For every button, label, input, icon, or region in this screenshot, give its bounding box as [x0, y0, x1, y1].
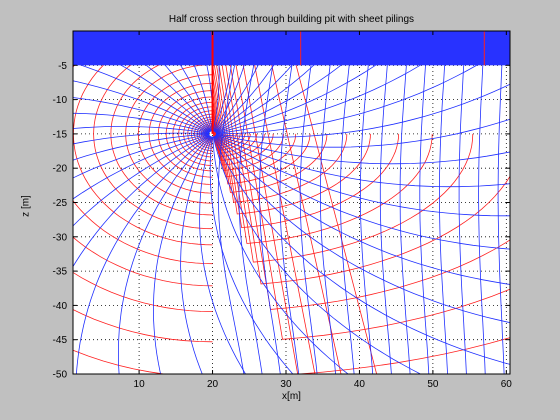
- x-tick-label: 60: [501, 379, 513, 390]
- y-tick-label: -20: [53, 164, 68, 175]
- streamline: [118, 135, 211, 374]
- streamline: [73, 134, 210, 200]
- streamline: [73, 41, 211, 132]
- streamline: [180, 136, 212, 374]
- y-tick-label: -45: [53, 335, 68, 346]
- y-tick-label: -30: [53, 232, 68, 243]
- streamline: [199, 136, 246, 374]
- y-tick-label: -15: [53, 129, 68, 140]
- x-axis-label: x[m]: [282, 391, 301, 402]
- streamline: [320, 65, 336, 374]
- streamline: [215, 134, 510, 165]
- streamline: [214, 135, 510, 250]
- potential-line: [178, 106, 265, 162]
- streamline: [212, 136, 422, 374]
- streamline: [177, 31, 213, 132]
- streamline: [73, 134, 210, 179]
- streamline: [339, 65, 355, 374]
- potential-line: [172, 101, 274, 166]
- streamline: [238, 65, 263, 374]
- axes-box: [72, 30, 511, 375]
- y-axis-label: z [m]: [20, 195, 32, 217]
- streamline: [73, 80, 210, 133]
- y-tick-label: -40: [53, 301, 68, 312]
- streamline: [209, 136, 294, 374]
- streamline: [212, 31, 220, 132]
- potential-line: [73, 31, 510, 287]
- streamline: [214, 31, 319, 133]
- streamline: [214, 31, 295, 133]
- streamline: [73, 135, 210, 268]
- x-tick-label: 20: [207, 379, 219, 390]
- streamline: [96, 31, 212, 132]
- axes-ticks: 10 20 30 40 50 60 -5 -10 -15 -20 -25 -30 -35 -40 -45 -5…: [53, 31, 513, 390]
- streamline: [215, 118, 510, 148]
- streamline: [279, 65, 300, 374]
- streamline: [213, 136, 510, 365]
- streamline: [129, 31, 212, 132]
- x-tick-label: 30: [280, 379, 292, 390]
- streamline: [73, 133, 210, 161]
- streamline: [213, 31, 253, 132]
- streamline: [214, 31, 273, 132]
- streamline: [153, 136, 212, 374]
- streamline: [419, 65, 430, 374]
- y-tick-label: -35: [53, 267, 68, 278]
- streamline: [458, 65, 467, 374]
- streamline: [215, 83, 510, 138]
- streamline: [73, 62, 211, 133]
- streamline: [155, 31, 213, 132]
- potential-line: [157, 90, 297, 178]
- streamline: [73, 97, 210, 133]
- streamline: [212, 136, 349, 374]
- streamline: [215, 43, 510, 135]
- y-tick-label: -10: [53, 95, 68, 106]
- streamline: [299, 65, 318, 374]
- y-tick-label: -50: [53, 370, 68, 381]
- streamline: [215, 31, 381, 134]
- streamline: [73, 112, 210, 134]
- streamline: [213, 31, 235, 132]
- potential-line: [125, 64, 348, 204]
- streamline: [439, 65, 448, 374]
- streamline: [214, 135, 510, 217]
- streamline: [214, 135, 510, 285]
- streamline: [215, 134, 510, 188]
- streamline: [478, 65, 486, 374]
- streamline: [259, 65, 281, 374]
- streamline: [399, 65, 411, 374]
- potential-line: [110, 52, 371, 216]
- streamline: [73, 134, 210, 227]
- streamline: [196, 31, 214, 132]
- potential-line: [165, 96, 284, 172]
- potential-line: [148, 82, 311, 185]
- chart-title: Half cross section through building pit …: [168, 14, 415, 25]
- x-tick-label: 50: [427, 379, 439, 390]
- water-fill: [73, 31, 510, 66]
- y-tick-label: -25: [53, 198, 68, 209]
- streamline: [497, 65, 505, 374]
- streamline: [379, 65, 392, 374]
- potential-line: [73, 31, 510, 312]
- streamline: [215, 31, 348, 133]
- y-tick-label: -5: [58, 61, 67, 72]
- streamline: [360, 65, 374, 374]
- streamline: [73, 132, 210, 145]
- x-tick-label: 10: [134, 379, 146, 390]
- water-region: [73, 31, 510, 134]
- streamline: [73, 126, 210, 134]
- streamline: [217, 65, 245, 374]
- streamline: [76, 135, 211, 374]
- streamline: [213, 136, 510, 324]
- x-tick-label: 40: [354, 379, 366, 390]
